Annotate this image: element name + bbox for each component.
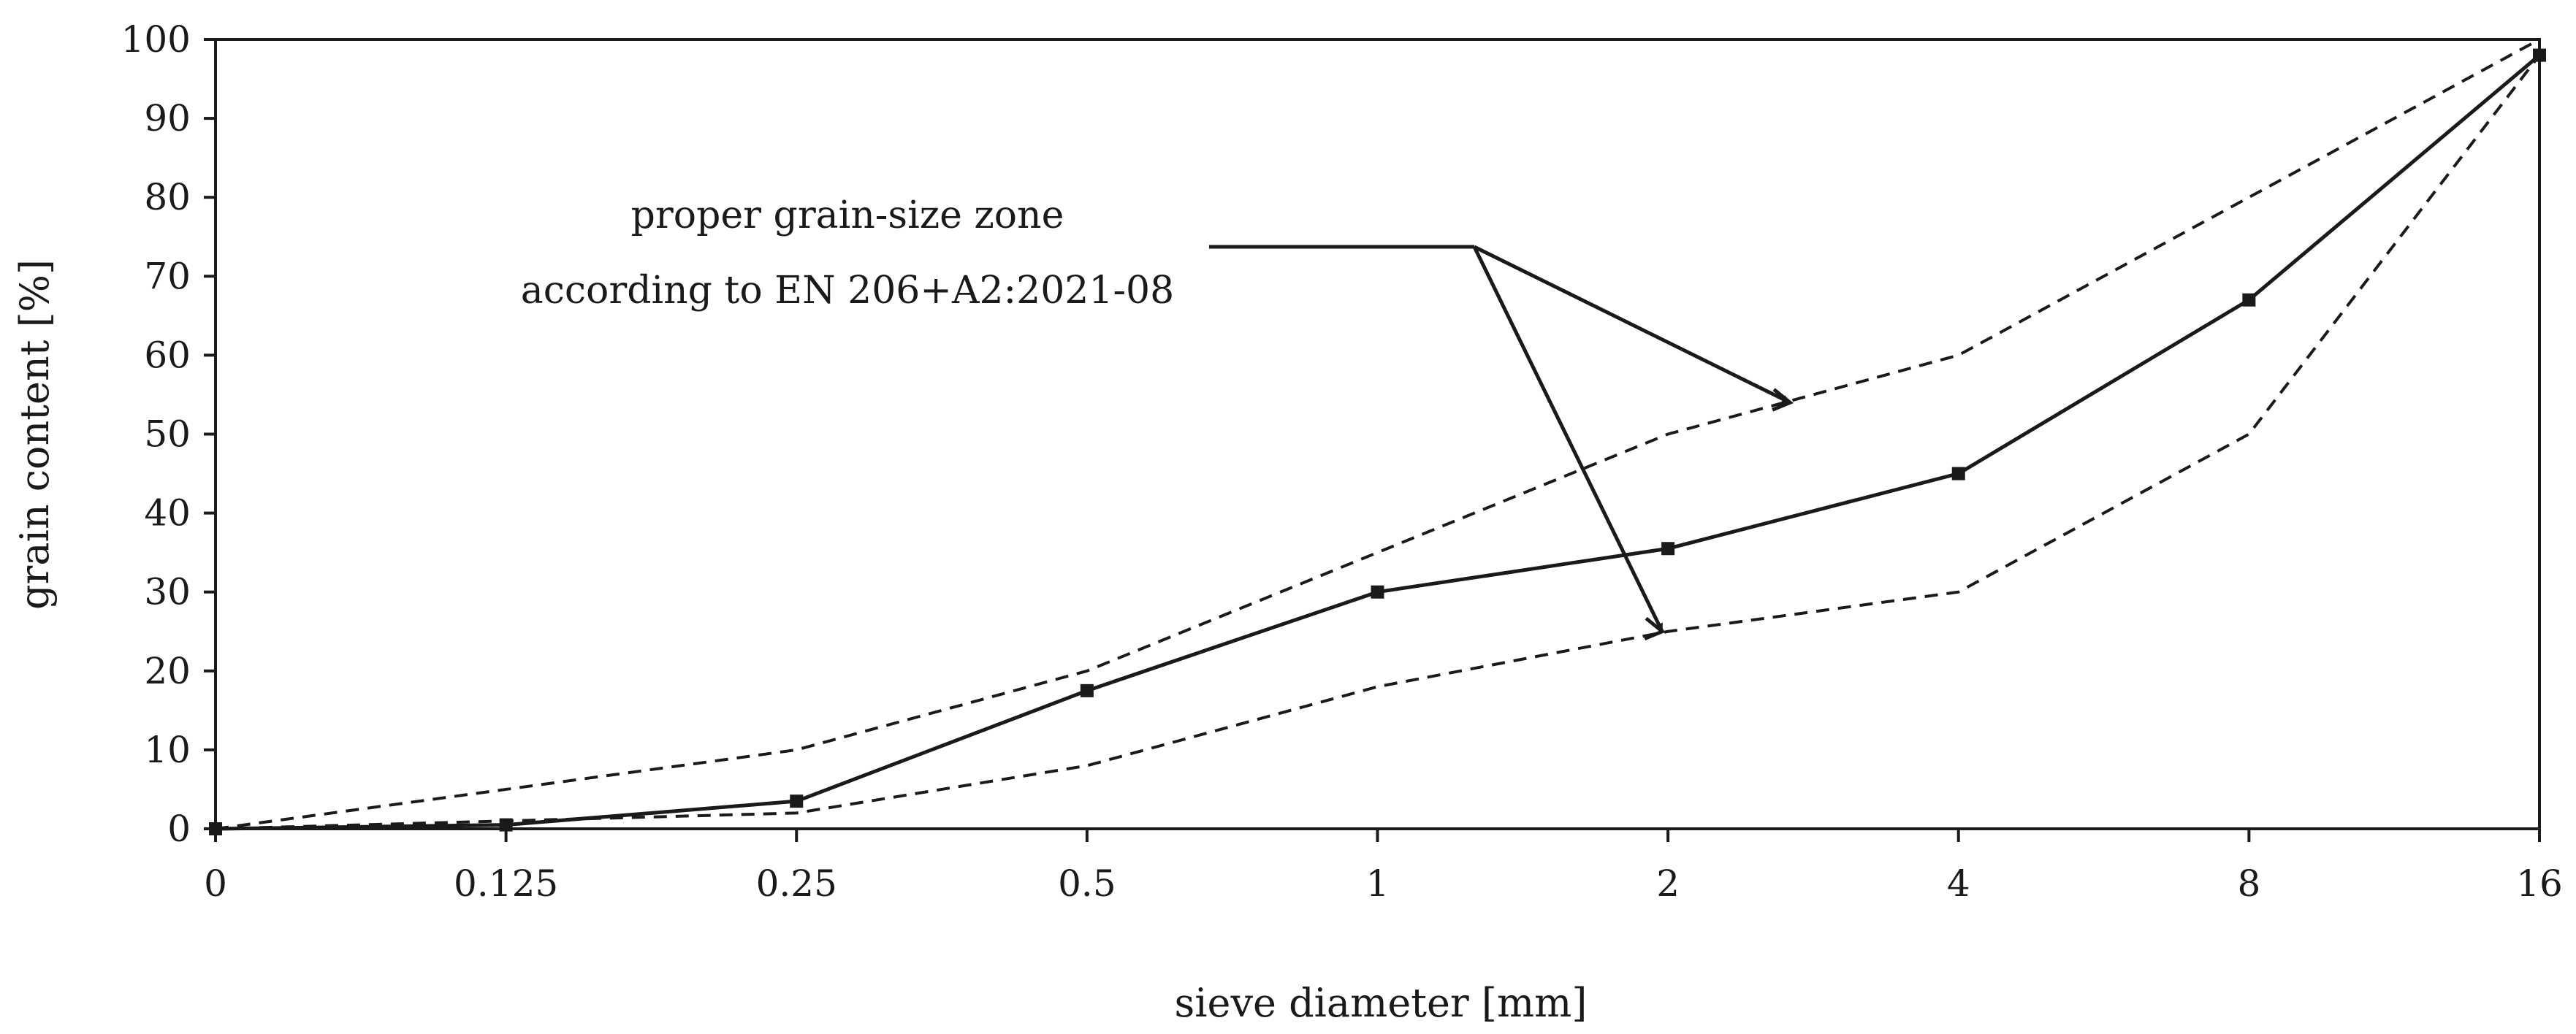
y-tick-label: 30 [144, 571, 191, 613]
x-tick-label: 8 [2237, 862, 2260, 905]
annotation-arrow-1 [1473, 245, 1791, 405]
annotation-text-line-2: according to EN 206+A2:2021-08 [521, 269, 1174, 313]
plot-border [214, 38, 2541, 830]
x-tick-label: 2 [1656, 862, 1680, 905]
x-tick-label: 1 [1366, 862, 1390, 905]
y-tick-label: 60 [144, 334, 191, 376]
y-tick-label: 40 [144, 492, 191, 535]
data-point-marker [1080, 683, 1094, 697]
data-point-marker [1951, 467, 1965, 480]
x-axis: 0 0.125 0.25 0.5 1 2 4 8 16 [204, 829, 2563, 905]
x-tick-label: 0.5 [1058, 862, 1116, 905]
y-tick-label: 0 [167, 808, 191, 850]
annotation-arrow-tip [1644, 616, 1666, 641]
annotation-arrow-tip [1772, 388, 1794, 412]
series-line-lower-limit [215, 54, 2541, 830]
x-tick-label: 0.25 [756, 862, 837, 905]
y-axis-title: grain content [%] [12, 259, 58, 610]
series-line-upper-limit [215, 38, 2540, 830]
annotation-text-line-1: proper grain-size zone [631, 194, 1064, 237]
y-tick-label: 50 [144, 413, 191, 456]
series-line-grading-curve [215, 53, 2541, 831]
annotation: proper grain-size zone according to EN 2… [521, 194, 1794, 641]
y-tick-label: 90 [144, 97, 191, 139]
annotation-arrow-2 [1472, 245, 1664, 632]
y-axis: 0 10 20 30 40 50 60 70 80 90 100 [121, 18, 216, 850]
y-tick-label: 20 [144, 650, 191, 692]
y-tick-label: 100 [121, 18, 191, 61]
y-tick-label: 10 [144, 729, 191, 771]
data-point-marker [790, 794, 804, 808]
x-tick-label: 0 [204, 862, 227, 905]
series-layer [209, 38, 2546, 835]
data-point-marker [1371, 585, 1384, 599]
x-axis-title: sieve diameter [mm] [1175, 980, 1588, 1026]
x-tick-label: 0.125 [454, 862, 558, 905]
y-tick-label: 70 [144, 255, 191, 297]
data-point-marker [1661, 542, 1675, 556]
data-point-marker [2242, 293, 2256, 307]
x-tick-label: 16 [2516, 862, 2563, 905]
x-tick-label: 4 [1947, 862, 1970, 905]
plot-frame [214, 38, 2541, 830]
y-tick-label: 80 [144, 176, 191, 218]
